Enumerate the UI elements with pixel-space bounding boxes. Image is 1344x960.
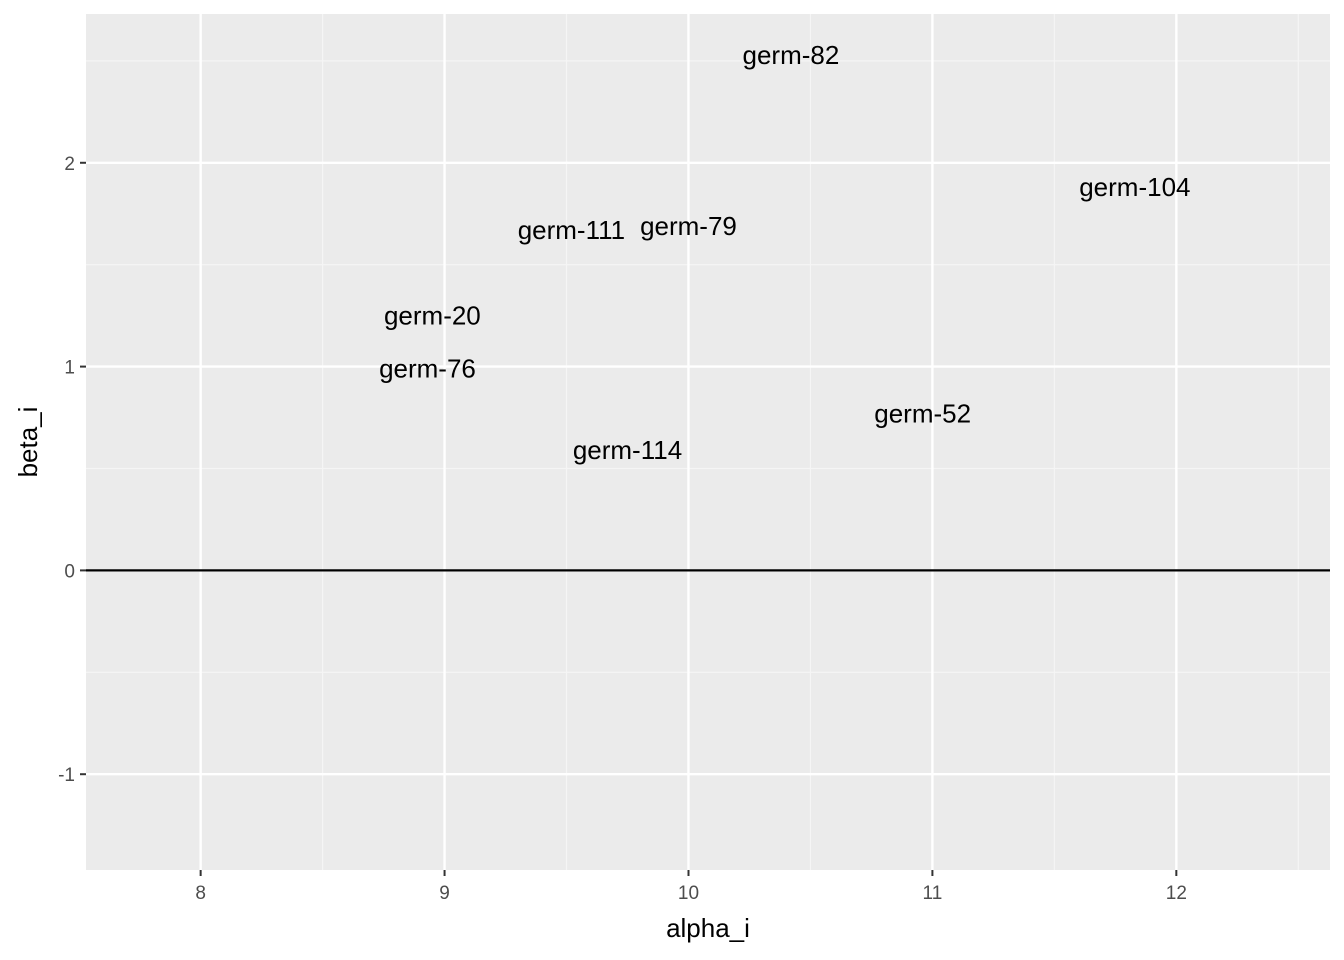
plot-panel [86,14,1330,870]
y-tick-label: 2 [64,154,75,175]
x-axis-title: alpha_i [666,913,750,943]
point-label-germ-20: germ-20 [384,301,481,331]
point-label-germ-104: germ-104 [1079,172,1190,202]
y-tick-label: -1 [58,765,75,786]
point-label-germ-114: germ-114 [573,435,682,465]
point-label-germ-82: germ-82 [743,40,840,70]
y-tick-label: 0 [64,561,75,582]
y-axis-title: beta_i [13,407,43,478]
x-tick-label: 8 [195,883,206,904]
x-tick-label: 9 [439,883,450,904]
point-labels: germ-82 germ-104 germ-111 germ-79 germ-20 ger… [379,40,1190,465]
x-axis: 8 9 10 11 12 [195,870,1187,904]
point-label-germ-79: germ-79 [640,211,737,241]
x-tick-label: 10 [678,883,699,904]
y-axis: -1 0 1 2 [58,154,86,786]
point-label-germ-52: germ-52 [874,398,971,428]
point-label-germ-76: germ-76 [379,354,476,384]
x-tick-label: 12 [1166,883,1187,904]
y-tick-label: 1 [64,358,75,379]
minor-gridlines [86,14,1330,870]
x-tick-label: 11 [923,883,943,904]
point-label-germ-111: germ-111 [518,215,625,245]
